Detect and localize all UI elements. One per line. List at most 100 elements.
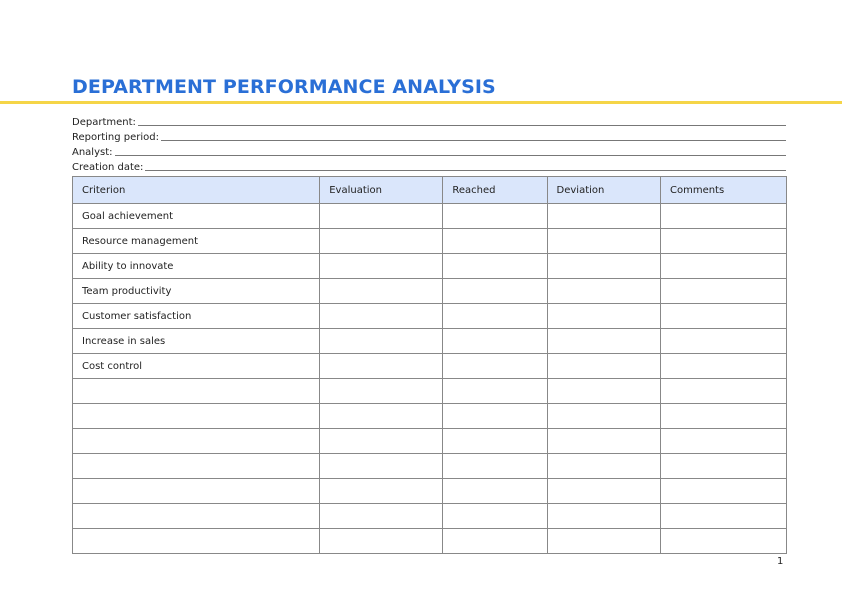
criterion-cell: Increase in sales bbox=[71, 328, 321, 354]
table-cell[interactable] bbox=[442, 503, 548, 529]
table-cell[interactable] bbox=[319, 503, 444, 529]
table-cell[interactable] bbox=[659, 428, 788, 454]
table-row bbox=[71, 528, 788, 554]
form-field: Department: bbox=[72, 113, 786, 128]
criterion-cell: Ability to innovate bbox=[71, 253, 321, 279]
table-cell[interactable] bbox=[546, 278, 661, 304]
table-cell[interactable] bbox=[659, 303, 788, 329]
table-cell[interactable] bbox=[442, 478, 548, 504]
table-cell[interactable] bbox=[442, 278, 548, 304]
table-cell[interactable] bbox=[546, 328, 661, 354]
table-cell[interactable] bbox=[546, 378, 661, 404]
table-cell[interactable] bbox=[659, 503, 788, 529]
table-cell[interactable] bbox=[546, 503, 661, 529]
table-cell[interactable] bbox=[659, 528, 788, 554]
table-cell[interactable] bbox=[546, 353, 661, 379]
table-row: Increase in sales bbox=[71, 328, 788, 354]
column-header: Deviation bbox=[546, 176, 661, 204]
form-fields: Department: Reporting period: Analyst: Crea… bbox=[72, 113, 786, 173]
table-row: Resource management bbox=[71, 228, 788, 254]
table-cell[interactable] bbox=[442, 328, 548, 354]
page-title: DEPARTMENT PERFORMANCE ANALYSIS bbox=[72, 76, 496, 98]
table-cell[interactable] bbox=[546, 478, 661, 504]
table-cell[interactable] bbox=[546, 453, 661, 479]
table-cell[interactable] bbox=[659, 453, 788, 479]
field-input-line[interactable] bbox=[114, 145, 786, 156]
table-cell[interactable] bbox=[442, 303, 548, 329]
table-row bbox=[71, 403, 788, 429]
table-cell[interactable] bbox=[442, 228, 548, 254]
column-header: Criterion bbox=[71, 176, 321, 204]
criterion-cell bbox=[71, 503, 321, 529]
table-row bbox=[71, 478, 788, 504]
table-row bbox=[71, 453, 788, 479]
title-divider bbox=[0, 101, 842, 104]
table-cell[interactable] bbox=[546, 203, 661, 229]
table-cell[interactable] bbox=[319, 353, 444, 379]
table-cell[interactable] bbox=[442, 203, 548, 229]
criterion-cell bbox=[71, 528, 321, 554]
table-cell[interactable] bbox=[319, 203, 444, 229]
field-input-line[interactable] bbox=[145, 160, 786, 171]
table-cell[interactable] bbox=[319, 303, 444, 329]
table-cell[interactable] bbox=[442, 253, 548, 279]
field-input-line[interactable] bbox=[137, 115, 786, 126]
table-cell[interactable] bbox=[546, 403, 661, 429]
table-cell[interactable] bbox=[659, 253, 788, 279]
table-cell[interactable] bbox=[442, 428, 548, 454]
table-cell[interactable] bbox=[319, 378, 444, 404]
criterion-cell: Team productivity bbox=[71, 278, 321, 304]
table-cell[interactable] bbox=[442, 353, 548, 379]
table-cell[interactable] bbox=[319, 328, 444, 354]
table-cell[interactable] bbox=[319, 403, 444, 429]
field-label: Reporting period: bbox=[72, 132, 160, 143]
criterion-cell: Resource management bbox=[71, 228, 321, 254]
table-cell[interactable] bbox=[659, 353, 788, 379]
table-cell[interactable] bbox=[442, 378, 548, 404]
table-header-row: Criterion Evaluation Reached Deviation Comme… bbox=[71, 176, 788, 204]
column-header: Reached bbox=[442, 176, 548, 204]
table-cell[interactable] bbox=[659, 478, 788, 504]
table-cell[interactable] bbox=[546, 528, 661, 554]
criterion-cell: Cost control bbox=[71, 353, 321, 379]
field-input-line[interactable] bbox=[161, 130, 786, 141]
table-cell[interactable] bbox=[659, 378, 788, 404]
column-header: Evaluation bbox=[319, 176, 444, 204]
table-cell[interactable] bbox=[659, 328, 788, 354]
form-field: Creation date: bbox=[72, 158, 786, 173]
table-cell[interactable] bbox=[546, 253, 661, 279]
criterion-cell bbox=[71, 403, 321, 429]
table-cell[interactable] bbox=[442, 453, 548, 479]
table-row bbox=[71, 428, 788, 454]
page-number: 1 bbox=[777, 556, 784, 567]
table-cell[interactable] bbox=[659, 203, 788, 229]
form-field: Reporting period: bbox=[72, 128, 786, 143]
field-label: Creation date: bbox=[72, 162, 144, 173]
table-cell[interactable] bbox=[442, 403, 548, 429]
table-cell[interactable] bbox=[442, 528, 548, 554]
table-row bbox=[71, 378, 788, 404]
table-cell[interactable] bbox=[546, 303, 661, 329]
table-cell[interactable] bbox=[319, 253, 444, 279]
table-cell[interactable] bbox=[319, 453, 444, 479]
criterion-cell: Customer satisfaction bbox=[71, 303, 321, 329]
table-cell[interactable] bbox=[319, 278, 444, 304]
performance-table: Criterion Evaluation Reached Deviation Comme… bbox=[71, 176, 788, 554]
table-cell[interactable] bbox=[319, 228, 444, 254]
table-row: Goal achievement bbox=[71, 203, 788, 229]
table-row bbox=[71, 503, 788, 529]
criterion-cell bbox=[71, 428, 321, 454]
table-cell[interactable] bbox=[659, 403, 788, 429]
table-row: Ability to innovate bbox=[71, 253, 788, 279]
table-cell[interactable] bbox=[319, 528, 444, 554]
table-cell[interactable] bbox=[546, 428, 661, 454]
table-cell[interactable] bbox=[659, 228, 788, 254]
table-row: Team productivity bbox=[71, 278, 788, 304]
table-cell[interactable] bbox=[659, 278, 788, 304]
criterion-cell bbox=[71, 478, 321, 504]
table-cell[interactable] bbox=[319, 478, 444, 504]
field-label: Department: bbox=[72, 117, 136, 128]
table-cell[interactable] bbox=[319, 428, 444, 454]
column-header: Comments bbox=[659, 176, 788, 204]
table-cell[interactable] bbox=[546, 228, 661, 254]
